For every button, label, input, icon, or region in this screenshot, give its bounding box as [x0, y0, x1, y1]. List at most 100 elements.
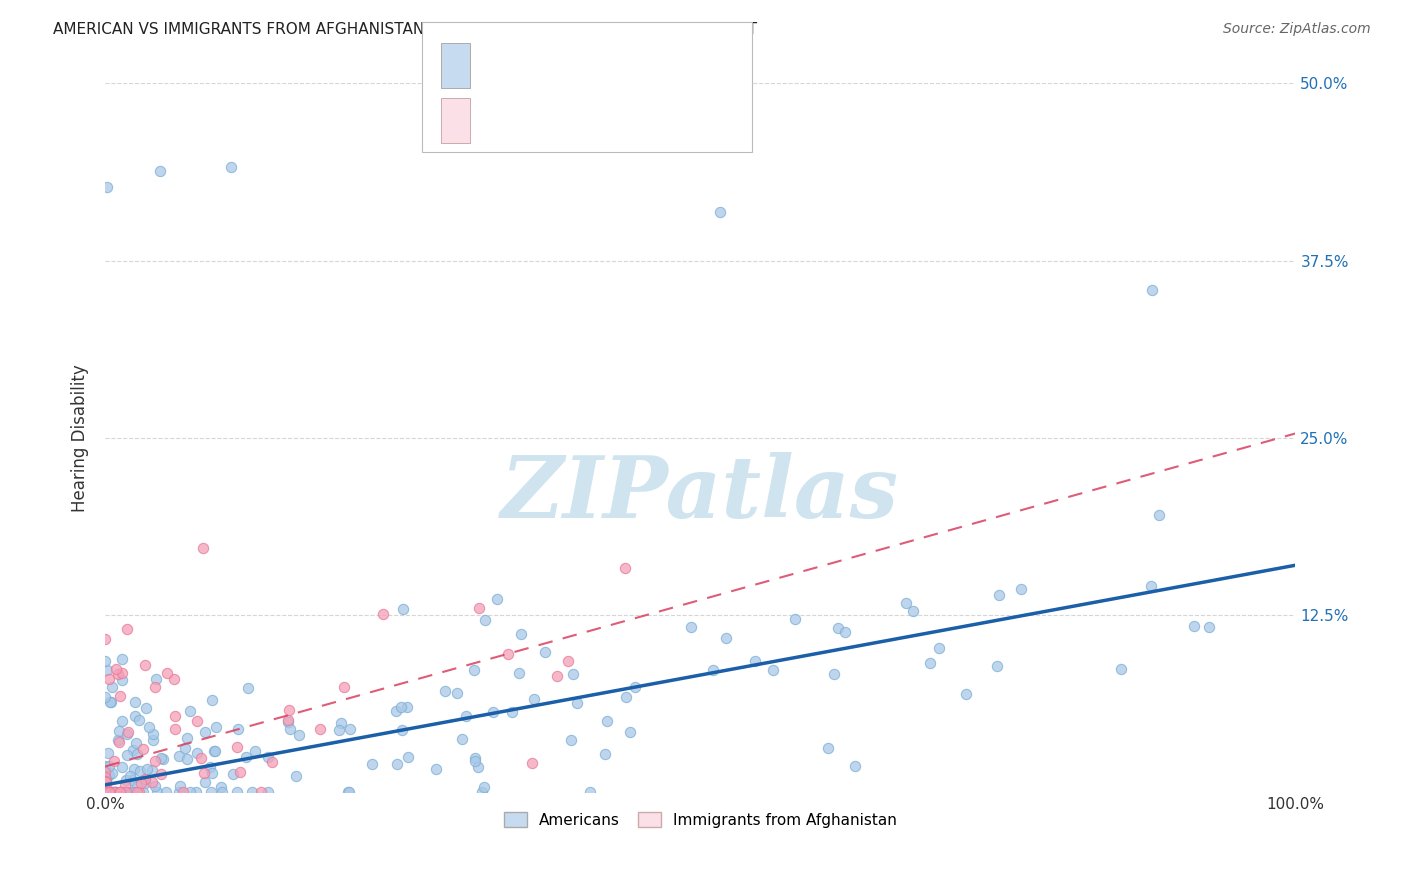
- Point: [501, 706, 523, 720]
- Point: [163, 672, 186, 686]
- Point: [96, 772, 118, 787]
- Point: [1139, 579, 1161, 593]
- Point: [955, 687, 977, 701]
- Point: [142, 727, 165, 741]
- Point: [97, 759, 120, 773]
- Text: 0.533: 0.533: [516, 113, 564, 128]
- Point: [482, 705, 505, 719]
- Point: [132, 785, 155, 799]
- Point: [988, 588, 1011, 602]
- Point: [94, 785, 117, 799]
- Point: [579, 785, 602, 799]
- Point: [134, 772, 156, 786]
- Text: 0.605: 0.605: [516, 58, 564, 73]
- Point: [186, 746, 208, 760]
- Point: [111, 714, 134, 729]
- Point: [103, 785, 125, 799]
- Point: [330, 716, 353, 731]
- Point: [467, 760, 489, 774]
- Point: [124, 695, 146, 709]
- Point: [150, 750, 173, 764]
- Point: [129, 776, 152, 790]
- Point: [121, 743, 143, 757]
- Point: [184, 785, 207, 799]
- Point: [332, 680, 354, 694]
- Point: [222, 767, 245, 781]
- Point: [110, 689, 132, 703]
- Point: [114, 785, 136, 799]
- Point: [138, 720, 160, 734]
- Point: [523, 691, 546, 706]
- Point: [496, 647, 519, 661]
- Point: [464, 751, 486, 765]
- Point: [546, 669, 568, 683]
- Point: [827, 621, 849, 635]
- Point: [149, 766, 172, 780]
- Point: [163, 722, 186, 736]
- Point: [285, 769, 308, 783]
- Point: [425, 762, 447, 776]
- Point: [100, 695, 122, 709]
- Point: [100, 695, 122, 709]
- Point: [557, 654, 579, 668]
- Point: [96, 785, 118, 799]
- Point: [94, 784, 117, 798]
- Point: [257, 750, 280, 764]
- Point: [450, 731, 472, 746]
- Point: [190, 751, 212, 765]
- Text: Source: ZipAtlas.com: Source: ZipAtlas.com: [1223, 22, 1371, 37]
- Point: [389, 700, 412, 714]
- Point: [167, 785, 190, 799]
- Legend: Americans, Immigrants from Afghanistan: Americans, Immigrants from Afghanistan: [498, 805, 903, 834]
- Text: N =: N =: [575, 113, 609, 128]
- Point: [225, 740, 247, 755]
- Point: [226, 785, 249, 799]
- Point: [94, 775, 117, 789]
- Point: [565, 696, 588, 710]
- Point: [229, 764, 252, 779]
- Point: [108, 785, 131, 799]
- Point: [1109, 662, 1132, 676]
- Point: [127, 779, 149, 793]
- Point: [141, 763, 163, 777]
- Point: [111, 665, 134, 680]
- Point: [193, 541, 215, 555]
- Point: [97, 747, 120, 761]
- Point: [169, 748, 191, 763]
- Point: [131, 742, 153, 756]
- Point: [744, 654, 766, 668]
- Point: [198, 760, 221, 774]
- Point: [94, 764, 117, 779]
- Point: [593, 747, 616, 762]
- Point: [371, 607, 394, 621]
- Point: [392, 601, 415, 615]
- Point: [243, 744, 266, 758]
- Point: [986, 658, 1008, 673]
- Point: [94, 785, 117, 799]
- Point: [560, 733, 582, 747]
- Point: [433, 684, 456, 698]
- Point: [446, 686, 468, 700]
- Point: [209, 780, 232, 794]
- Point: [169, 779, 191, 793]
- Point: [101, 785, 124, 799]
- Point: [94, 632, 117, 646]
- Text: ZIPatlas: ZIPatlas: [502, 452, 900, 535]
- Point: [115, 748, 138, 763]
- Point: [385, 756, 408, 771]
- Point: [204, 744, 226, 758]
- Point: [471, 785, 494, 799]
- Text: 168: 168: [612, 58, 644, 73]
- Point: [193, 765, 215, 780]
- Point: [97, 768, 120, 782]
- Point: [894, 596, 917, 610]
- Point: [94, 690, 117, 704]
- Point: [97, 672, 120, 686]
- Text: N =: N =: [575, 58, 609, 73]
- Point: [125, 736, 148, 750]
- Point: [122, 762, 145, 776]
- Point: [143, 754, 166, 768]
- Point: [104, 785, 127, 799]
- Point: [510, 626, 533, 640]
- Point: [101, 681, 124, 695]
